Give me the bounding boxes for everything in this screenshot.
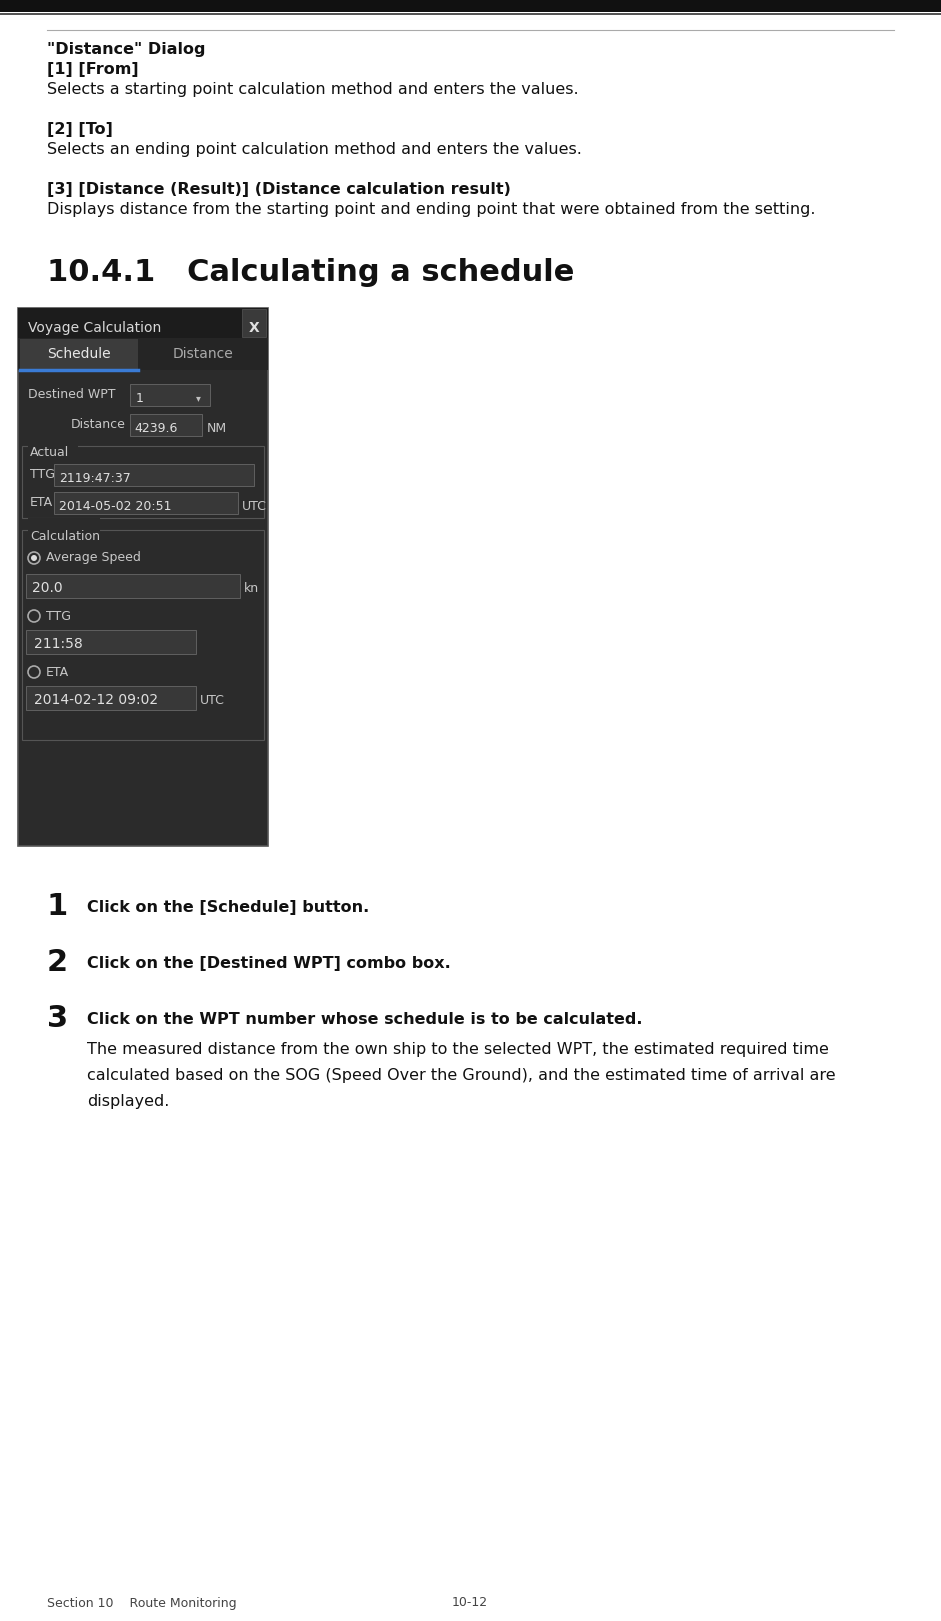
Text: 2: 2 [47, 948, 68, 977]
Text: Click on the WPT number whose schedule is to be calculated.: Click on the WPT number whose schedule i… [87, 1012, 643, 1028]
Text: Distance: Distance [72, 418, 126, 431]
Text: 10.4.1   Calculating a schedule: 10.4.1 Calculating a schedule [47, 258, 574, 287]
Text: UTC: UTC [242, 499, 267, 512]
Text: 1: 1 [47, 892, 69, 921]
Bar [28, 519, 100, 532]
Text: [3] [Distance (Result)] (Distance calculation result): [3] [Distance (Result)] (Distance calcul… [47, 182, 511, 198]
Text: Displays distance from the starting point and ending point that were obtained fr: Displays distance from the starting poin… [47, 203, 816, 217]
Text: 2014-02-12 09:02: 2014-02-12 09:02 [34, 694, 158, 707]
Text: 2119:47:37: 2119:47:37 [59, 472, 131, 485]
Text: Destined WPT: Destined WPT [28, 389, 116, 402]
Text: 20.0: 20.0 [32, 580, 63, 595]
Text: TTG: TTG [30, 468, 55, 481]
Text: Average Speed: Average Speed [46, 551, 141, 564]
Bar [130, 413, 202, 436]
Text: X: X [248, 321, 260, 336]
Bar [54, 493, 238, 514]
Text: Voyage Calculation: Voyage Calculation [28, 321, 161, 336]
Bar [54, 464, 254, 486]
Bar [18, 308, 268, 846]
Circle shape [28, 553, 40, 564]
Bar [18, 339, 268, 370]
Text: Distance: Distance [172, 347, 233, 361]
Text: [2] [To]: [2] [To] [47, 122, 113, 138]
Text: TTG: TTG [46, 609, 71, 622]
Text: [1] [From]: [1] [From] [47, 62, 138, 78]
Bar [0, 0, 941, 11]
Text: "Distance" Dialog: "Distance" Dialog [47, 42, 205, 57]
Bar [26, 631, 196, 653]
Text: ▾: ▾ [196, 392, 200, 404]
Text: UTC: UTC [200, 694, 225, 707]
Text: Selects a starting point calculation method and enters the values.: Selects a starting point calculation met… [47, 83, 579, 97]
Text: 211:58: 211:58 [34, 637, 83, 652]
Bar [26, 686, 196, 710]
Bar [18, 308, 268, 339]
Text: Section 10    Route Monitoring: Section 10 Route Monitoring [47, 1597, 236, 1610]
Bar [242, 310, 266, 337]
Circle shape [28, 609, 40, 622]
Text: 4239.6: 4239.6 [134, 421, 177, 434]
Bar [22, 530, 264, 741]
Text: kn: kn [244, 582, 259, 595]
Text: ETA: ETA [30, 496, 53, 509]
Text: The measured distance from the own ship to the selected WPT, the estimated requi: The measured distance from the own ship … [87, 1042, 829, 1057]
Text: ETA: ETA [46, 666, 69, 679]
Text: 1: 1 [136, 392, 144, 405]
Bar [20, 339, 138, 370]
Text: 2014-05-02 20:51: 2014-05-02 20:51 [59, 499, 171, 512]
Text: Click on the [Schedule] button.: Click on the [Schedule] button. [87, 900, 369, 914]
Text: NM: NM [207, 421, 227, 434]
Text: displayed.: displayed. [87, 1094, 169, 1109]
Text: Calculation: Calculation [30, 530, 100, 543]
Bar [22, 446, 264, 519]
Bar [130, 384, 210, 405]
Bar [28, 434, 78, 447]
Text: Click on the [Destined WPT] combo box.: Click on the [Destined WPT] combo box. [87, 956, 451, 971]
Text: Actual: Actual [30, 446, 70, 459]
Circle shape [31, 554, 37, 561]
Text: 10-12: 10-12 [452, 1597, 488, 1610]
Bar [26, 574, 240, 598]
Text: calculated based on the SOG (Speed Over the Ground), and the estimated time of a: calculated based on the SOG (Speed Over … [87, 1068, 836, 1083]
Text: 3: 3 [47, 1003, 68, 1033]
Text: Schedule: Schedule [47, 347, 111, 361]
Circle shape [28, 666, 40, 678]
Text: Selects an ending point calculation method and enters the values.: Selects an ending point calculation meth… [47, 143, 582, 157]
